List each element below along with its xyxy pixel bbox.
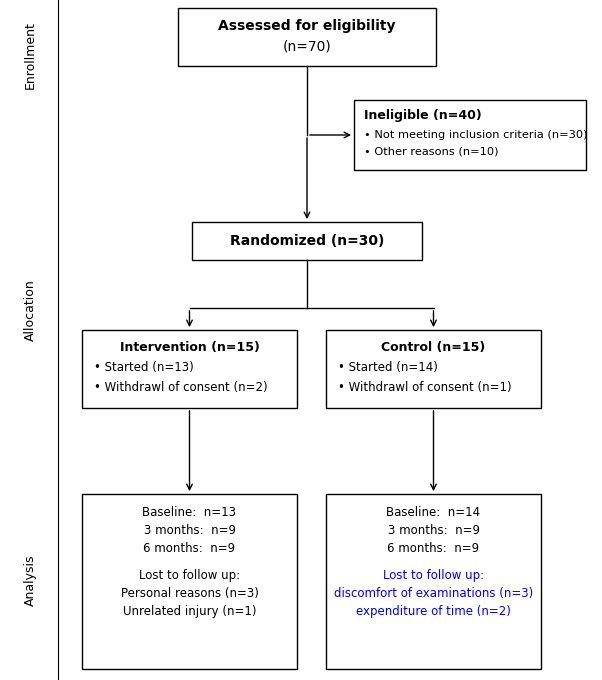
Text: • Not meeting inclusion criteria (n=30): • Not meeting inclusion criteria (n=30)	[364, 130, 588, 140]
Text: Lost to follow up:: Lost to follow up:	[383, 570, 484, 583]
Text: Lost to follow up:: Lost to follow up:	[139, 570, 240, 583]
Text: • Withdrawl of consent (n=1): • Withdrawl of consent (n=1)	[338, 381, 512, 394]
Text: 6 months:  n=9: 6 months: n=9	[143, 541, 235, 554]
Text: Intervention (n=15): Intervention (n=15)	[120, 341, 259, 354]
Text: • Started (n=13): • Started (n=13)	[94, 362, 194, 375]
Text: 6 months:  n=9: 6 months: n=9	[388, 541, 480, 554]
Bar	[82, 330, 297, 408]
Text: 3 months:  n=9: 3 months: n=9	[388, 524, 480, 537]
Bar	[82, 494, 297, 669]
Text: Baseline:  n=14: Baseline: n=14	[386, 505, 480, 518]
Text: Assessed for eligibility: Assessed for eligibility	[219, 19, 396, 33]
Text: Randomized (n=30): Randomized (n=30)	[230, 234, 384, 248]
Text: Control (n=15): Control (n=15)	[382, 341, 486, 354]
Text: Enrollment: Enrollment	[23, 21, 37, 89]
Text: Unrelated injury (n=1): Unrelated injury (n=1)	[123, 605, 256, 619]
Text: Baseline:  n=13: Baseline: n=13	[143, 505, 237, 518]
Bar	[178, 8, 436, 66]
Text: Analysis: Analysis	[23, 554, 37, 606]
Text: Allocation: Allocation	[23, 279, 37, 341]
Text: • Other reasons (n=10): • Other reasons (n=10)	[364, 147, 498, 157]
Bar	[326, 494, 541, 669]
Text: expenditure of time (n=2): expenditure of time (n=2)	[356, 605, 511, 619]
Bar	[326, 330, 541, 408]
Text: discomfort of examinations (n=3): discomfort of examinations (n=3)	[334, 588, 533, 600]
Text: (n=70): (n=70)	[282, 39, 331, 53]
Bar	[192, 222, 422, 260]
Bar	[354, 100, 586, 170]
Text: • Started (n=14): • Started (n=14)	[338, 362, 438, 375]
Text: 3 months:  n=9: 3 months: n=9	[143, 524, 235, 537]
Text: • Withdrawl of consent (n=2): • Withdrawl of consent (n=2)	[94, 381, 268, 394]
Text: Personal reasons (n=3): Personal reasons (n=3)	[120, 588, 258, 600]
Text: Ineligible (n=40): Ineligible (n=40)	[364, 109, 482, 122]
